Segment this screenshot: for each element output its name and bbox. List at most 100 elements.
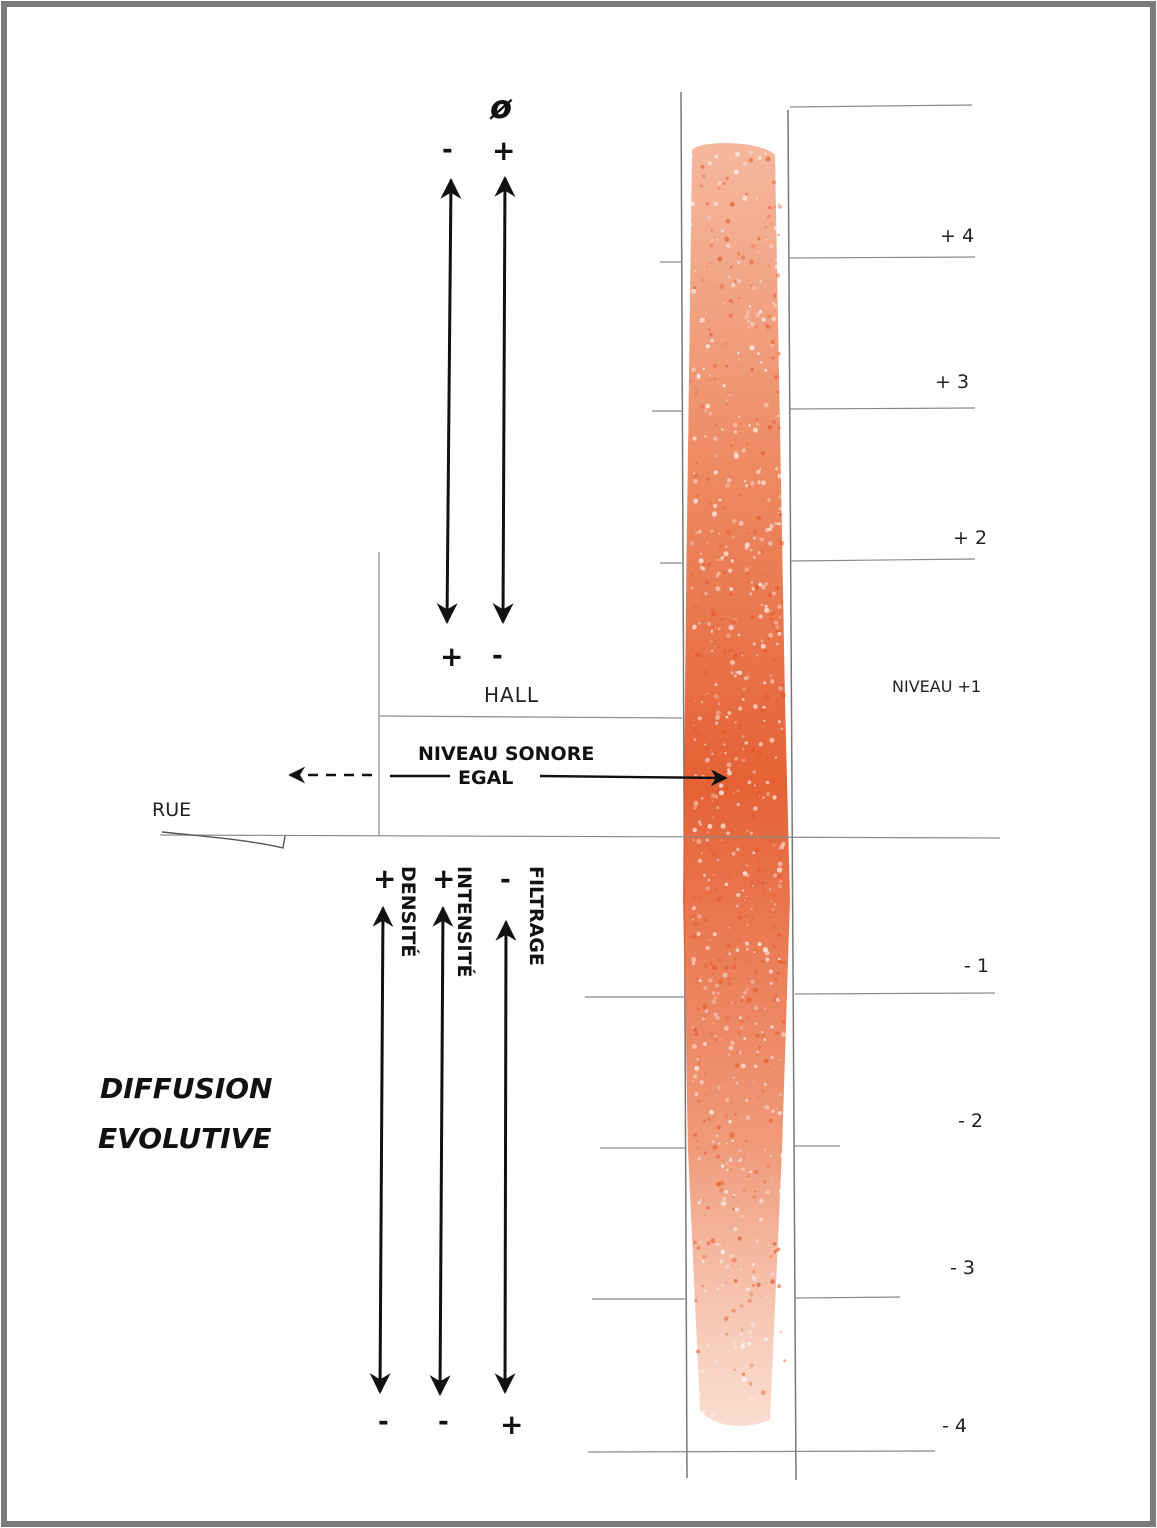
band-speckle: [694, 700, 697, 702]
band-speckle: [758, 1046, 761, 1049]
band-speckle: [718, 790, 725, 796]
band-speckle: [730, 559, 735, 563]
band-speckle: [761, 584, 766, 590]
band-speckle: [772, 1241, 777, 1246]
band-speckle: [745, 1140, 748, 1143]
band-speckle: [770, 1055, 774, 1060]
intensite-label: INTENSITÉ: [453, 866, 476, 978]
band-speckle: [746, 988, 749, 991]
band-speckle: [739, 1026, 744, 1030]
band-speckle: [739, 1304, 744, 1308]
band-speckle: [691, 905, 695, 908]
band-speckle: [723, 769, 727, 773]
band-speckle: [746, 1014, 750, 1019]
band-speckle: [708, 328, 711, 331]
band-speckle: [778, 494, 784, 500]
band-speckle: [720, 628, 722, 631]
band-speckle: [774, 264, 780, 269]
band-speckle: [768, 838, 774, 843]
band-speckle: [733, 430, 738, 434]
band-speckle: [761, 881, 765, 885]
level-label-m1: - 1: [964, 955, 989, 977]
band-speckle: [744, 724, 748, 728]
band-speckle: [748, 150, 753, 155]
band-speckle: [728, 298, 733, 303]
top-left-sign-top: -: [442, 135, 453, 165]
band-speckle: [771, 1109, 775, 1113]
band-speckle: [714, 1034, 718, 1038]
band-speckle: [724, 1315, 729, 1321]
band-speckle: [702, 647, 705, 650]
band-speckle: [691, 905, 696, 911]
band-speckle: [735, 152, 740, 158]
band-speckle: [755, 312, 761, 318]
band-speckle: [732, 774, 737, 780]
band-speckle: [714, 1038, 719, 1043]
band-speckle: [770, 679, 775, 684]
band-speckle: [711, 752, 714, 755]
band-speckle: [759, 467, 762, 470]
band-speckle: [724, 752, 727, 755]
band-speckle: [777, 233, 780, 236]
band-speckle: [751, 1263, 755, 1266]
band-speckle: [752, 1270, 756, 1274]
band-speckle: [763, 648, 768, 653]
band-speckle: [691, 367, 696, 372]
band-speckle: [777, 473, 783, 479]
band-speckle: [727, 982, 731, 986]
band-speckle: [728, 568, 733, 573]
band-speckle: [760, 1390, 766, 1396]
band-speckle: [728, 952, 732, 956]
band-speckle: [755, 787, 758, 790]
band-speckle: [755, 1239, 759, 1243]
level-label-p2: + 2: [953, 527, 987, 549]
band-speckle: [756, 516, 761, 521]
band-speckle: [700, 552, 702, 555]
band-speckle: [750, 1397, 754, 1401]
band-speckle: [733, 654, 737, 659]
band-speckle: [778, 506, 783, 511]
band-speckle: [750, 774, 755, 779]
band-speckle: [780, 693, 786, 699]
band-speckle: [701, 744, 706, 750]
band-speckle: [728, 1045, 734, 1051]
band-speckle: [707, 843, 710, 846]
band-speckle: [730, 1102, 733, 1105]
band-speckle: [770, 340, 775, 344]
band-speckle: [706, 215, 712, 220]
band-speckle: [701, 1285, 704, 1288]
band-speckle: [747, 326, 750, 329]
band-speckle: [767, 498, 771, 502]
band-speckle: [691, 895, 696, 901]
band-speckle: [746, 319, 751, 324]
band-speckle: [734, 957, 737, 960]
band-speckle: [712, 1145, 718, 1151]
band-speckle: [773, 304, 778, 309]
band-speckle: [759, 537, 765, 542]
band-speckle: [702, 1410, 706, 1414]
band-speckle: [717, 180, 722, 186]
band-speckle: [717, 627, 721, 631]
band-speckle: [721, 504, 727, 510]
band-speckle: [700, 783, 703, 786]
band-speckle: [706, 477, 711, 481]
band-speckle: [716, 806, 720, 810]
band-speckle: [776, 714, 780, 718]
band-speckle: [775, 1107, 778, 1109]
band-speckle: [731, 1257, 737, 1263]
intensite-sign-top: +: [432, 862, 455, 895]
band-speckle: [749, 1363, 754, 1368]
band-speckle: [705, 312, 707, 315]
band-speckle: [700, 852, 703, 855]
band-speckle: [762, 947, 769, 953]
band-speckle: [714, 1359, 718, 1363]
band-speckle: [714, 645, 716, 647]
band-speckle: [699, 565, 705, 571]
band-speckle: [770, 1279, 775, 1284]
band-speckle: [768, 632, 774, 638]
band-speckle: [734, 756, 738, 761]
band-speckle: [775, 1251, 779, 1255]
band-speckle: [750, 907, 753, 910]
band-speckle: [737, 1199, 740, 1201]
band-speckle: [699, 1197, 705, 1203]
